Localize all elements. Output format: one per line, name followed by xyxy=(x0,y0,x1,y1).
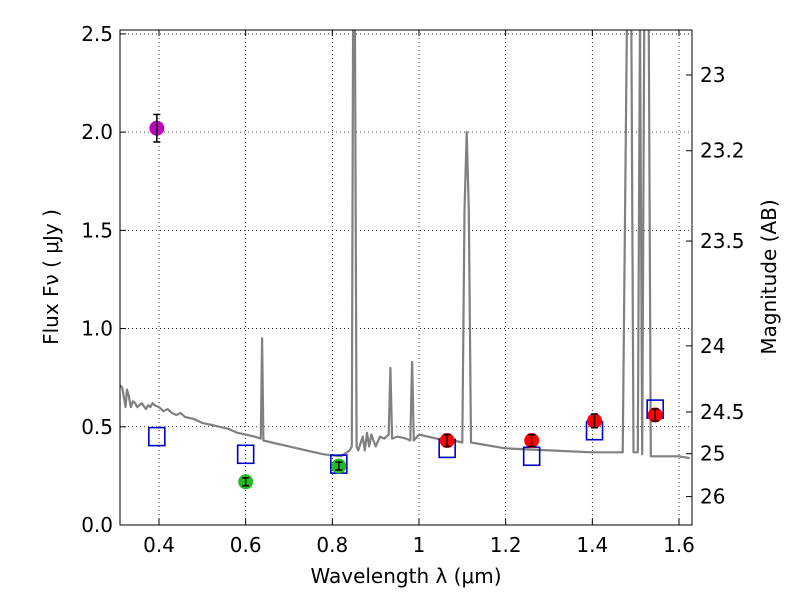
spectrum-line xyxy=(120,30,690,460)
y-tick-label: 0.0 xyxy=(81,513,113,537)
photometry-box-marker xyxy=(236,444,255,465)
x-tick-label: 1.2 xyxy=(490,533,522,557)
tick-layer: 0.4 0.6 0.8 1 1.2 1.4 1.6 0.0 0.5 1.0 1.5 2.0 2.5 23 2… xyxy=(81,22,744,557)
right-tick-label: 23 xyxy=(700,63,725,87)
x-tick-label: 1 xyxy=(413,533,426,557)
y-tick-label: 2.5 xyxy=(81,22,113,46)
right-axis-title: Magnitude (AB) xyxy=(757,199,781,354)
marker-layer xyxy=(148,113,664,490)
right-tick-label: 26 xyxy=(700,485,725,509)
right-tick-label: 25 xyxy=(700,442,725,466)
y-tick-label: 0.5 xyxy=(81,415,113,439)
y-axis-title: Flux Fν ( μJy ) xyxy=(39,209,63,345)
x-tick-label: 1.4 xyxy=(576,533,608,557)
right-tick-label: 24 xyxy=(700,334,725,358)
right-tick-label: 23.2 xyxy=(700,139,745,163)
photometry-box-marker xyxy=(148,426,166,447)
y-tick-label: 1.5 xyxy=(81,218,113,242)
x-tick-label: 0.8 xyxy=(316,533,348,557)
x-axis-title: Wavelength λ (μm) xyxy=(310,564,501,588)
right-tick-label: 24.5 xyxy=(700,400,745,424)
x-tick-label: 0.6 xyxy=(230,533,262,557)
spectrum-layer xyxy=(120,30,690,460)
y-tick-label: 2.0 xyxy=(81,120,113,144)
y-tick-label: 1.0 xyxy=(81,317,113,341)
plot-frame xyxy=(119,29,693,526)
x-tick-label: 0.4 xyxy=(143,533,175,557)
x-tick-label: 1.6 xyxy=(663,533,695,557)
right-tick-label: 23.5 xyxy=(700,229,745,253)
